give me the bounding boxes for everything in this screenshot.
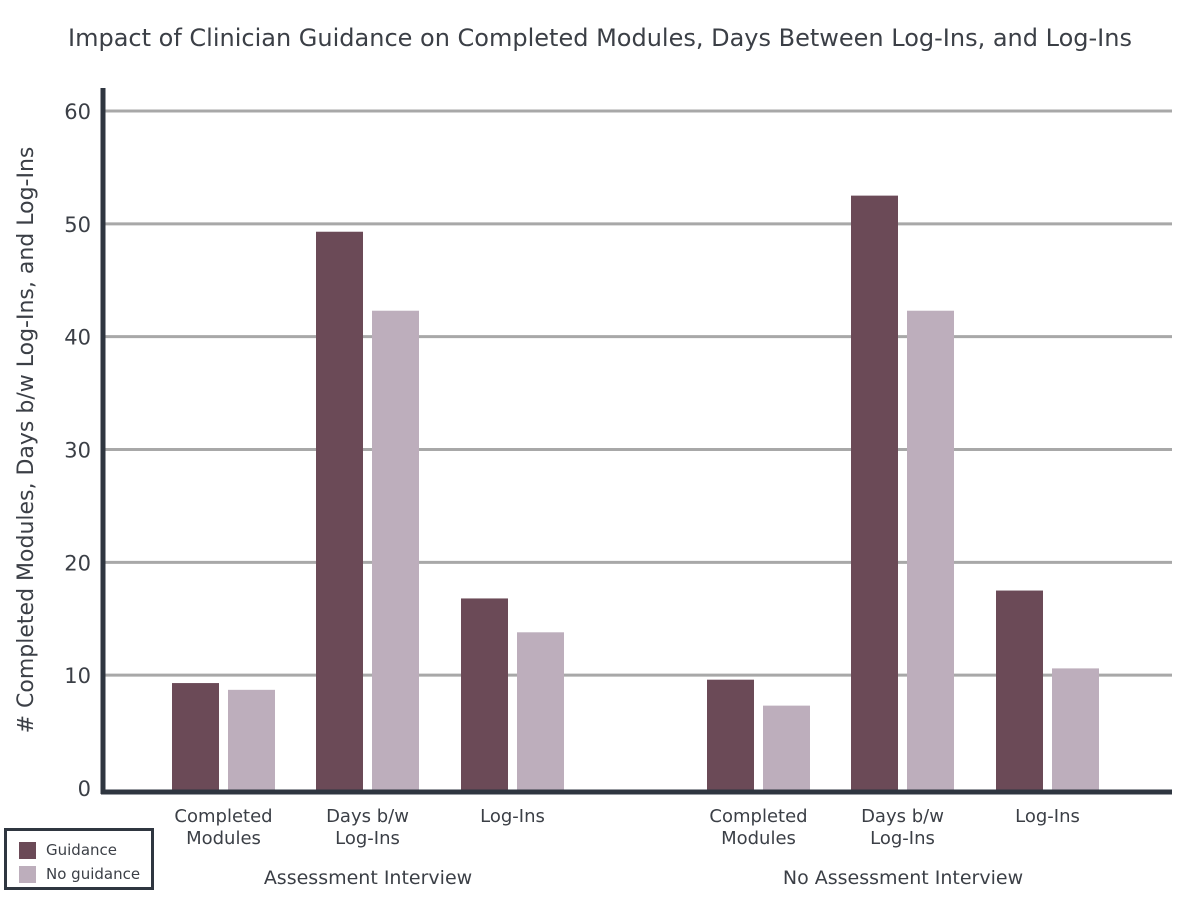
group-label: Assessment Interview (264, 867, 472, 889)
y-tick-label: 60 (64, 100, 91, 124)
x-tick-label: Completed (709, 806, 807, 827)
y-tick-label: 20 (64, 551, 91, 575)
bar-no-guidance (517, 632, 564, 790)
chart-title: Impact of Clinician Guidance on Complete… (68, 24, 1132, 52)
x-tick-label: Log-Ins (335, 828, 400, 849)
x-tick-label: Log-Ins (870, 828, 935, 849)
x-tick-label: Log-Ins (480, 806, 545, 827)
legend: Guidance No guidance (4, 828, 154, 890)
gridlines (103, 109, 1172, 677)
x-tick-label: Modules (721, 828, 796, 849)
legend-swatch-guidance (19, 841, 36, 859)
legend-item-guidance: Guidance (19, 841, 117, 859)
bar-guidance (996, 590, 1043, 790)
x-tick-label: Log-Ins (1015, 806, 1080, 827)
bar-guidance (316, 231, 363, 790)
bar-no-guidance (1052, 668, 1099, 790)
bar-guidance (707, 679, 754, 790)
x-tick-label: Completed (174, 806, 272, 827)
bars (172, 195, 1099, 790)
bar-no-guidance (228, 689, 275, 790)
bar-no-guidance (907, 310, 954, 790)
y-tick-label: 0 (78, 777, 91, 801)
y-tick-label: 40 (64, 326, 91, 350)
x-tick-label: Days b/w (861, 806, 944, 827)
bar-guidance (851, 195, 898, 790)
bar-guidance (461, 598, 508, 790)
x-tick-label: Days b/w (326, 806, 409, 827)
bar-guidance (172, 683, 219, 790)
axes (100, 88, 1172, 795)
bar-no-guidance (372, 310, 419, 790)
y-tick-label: 30 (64, 439, 91, 463)
y-tick-label: 50 (64, 213, 91, 237)
bar-no-guidance (763, 705, 810, 790)
legend-label-guidance: Guidance (46, 841, 117, 859)
x-tick-label: Modules (186, 828, 261, 849)
y-axis-label: # Completed Modules, Days b/w Log-Ins, a… (14, 147, 39, 734)
legend-swatch-no-guidance (19, 865, 36, 883)
y-tick-label: 10 (64, 664, 91, 688)
legend-item-no-guidance: No guidance (19, 865, 140, 883)
legend-label-no-guidance: No guidance (46, 865, 141, 883)
group-label: No Assessment Interview (783, 867, 1023, 889)
